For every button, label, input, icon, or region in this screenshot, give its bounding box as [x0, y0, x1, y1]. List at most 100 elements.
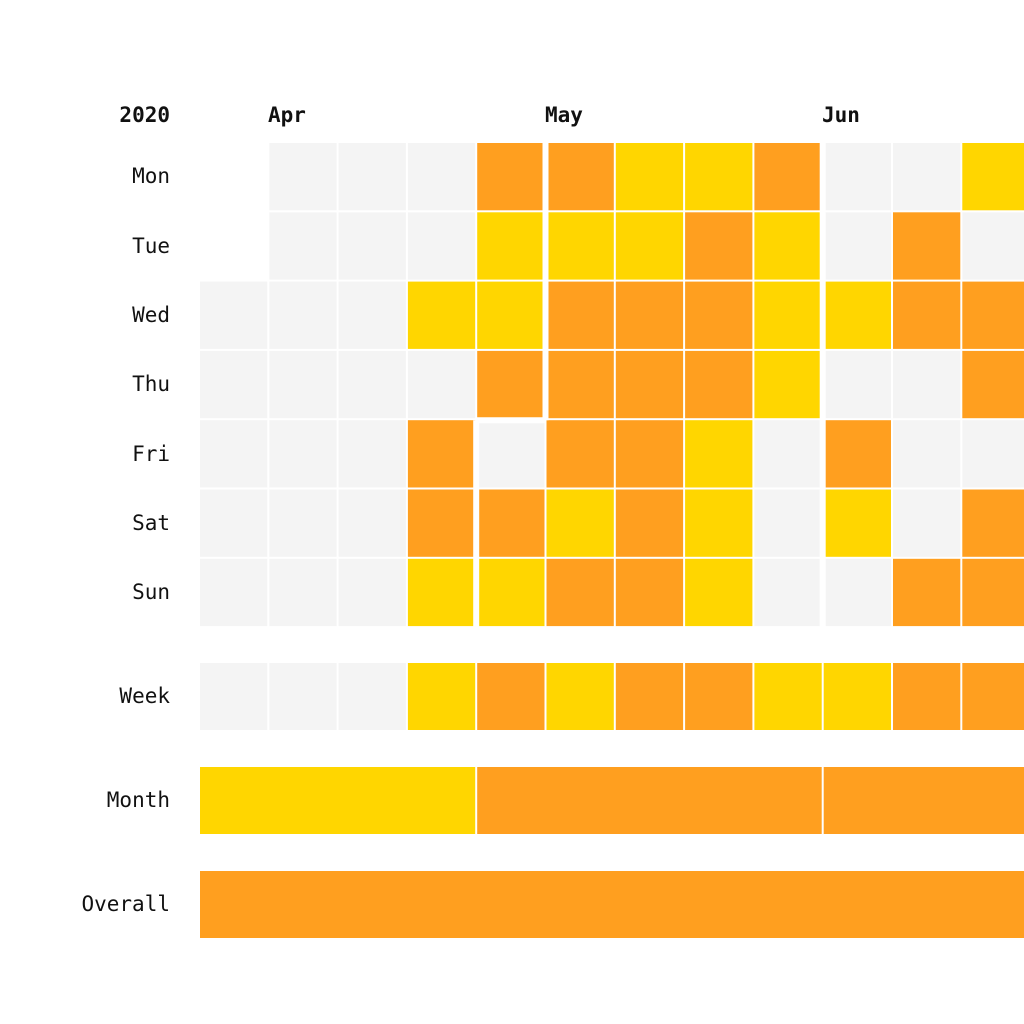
day-cell — [477, 281, 545, 349]
day-cell — [546, 489, 614, 557]
day-cell — [338, 212, 406, 280]
day-cell — [962, 350, 1024, 419]
day-cell — [962, 212, 1024, 280]
day-cell — [477, 489, 545, 557]
day-cell — [893, 558, 961, 627]
day-cell — [893, 143, 961, 211]
day-cell — [823, 489, 891, 557]
day-cell — [823, 558, 891, 627]
day-cell — [477, 143, 545, 211]
day-cell — [407, 489, 476, 557]
day-cell — [685, 281, 753, 349]
day-cell — [893, 281, 961, 349]
day-cell — [407, 420, 476, 488]
day-cell — [407, 281, 476, 349]
day-cell — [685, 489, 753, 557]
day-cell — [823, 420, 891, 488]
day-cell — [200, 420, 268, 488]
day-cell — [546, 420, 614, 488]
day-cell — [269, 212, 337, 280]
day-cell — [269, 350, 337, 419]
row-label-sun: Sun — [132, 580, 170, 604]
day-cell — [338, 489, 406, 557]
day-cell — [962, 420, 1024, 488]
week-cell — [546, 663, 614, 730]
row-label-fri: Fri — [132, 442, 170, 466]
month-cell — [477, 767, 822, 834]
day-cell — [685, 420, 753, 488]
day-cell — [615, 281, 684, 349]
week-cell — [200, 663, 268, 730]
day-cell — [338, 281, 406, 349]
day-cell — [269, 143, 337, 211]
day-cell — [615, 489, 684, 557]
day-cell — [685, 212, 753, 280]
month-label-apr: Apr — [268, 103, 306, 127]
day-cell — [893, 212, 961, 280]
day-cell — [685, 143, 753, 211]
day-cell — [269, 420, 337, 488]
row-label-week: Week — [119, 684, 170, 708]
day-cell — [893, 420, 961, 488]
day-cell — [477, 350, 545, 419]
row-label-thu: Thu — [132, 372, 170, 396]
day-cell — [685, 350, 753, 419]
month-cell — [823, 767, 1024, 834]
day-cell — [338, 420, 406, 488]
row-label-wed: Wed — [132, 303, 170, 327]
row-label-overall: Overall — [81, 892, 170, 916]
day-cell — [615, 350, 684, 419]
day-cell — [615, 558, 684, 627]
overall-cell — [200, 871, 1024, 938]
day-cell — [477, 420, 545, 488]
row-label-month: Month — [106, 788, 170, 812]
day-cell — [962, 489, 1024, 557]
week-cell — [685, 663, 753, 730]
day-cell — [754, 489, 822, 557]
row-label-sat: Sat — [132, 511, 170, 535]
week-cell — [477, 663, 545, 730]
day-cell — [407, 558, 476, 627]
day-cell — [823, 143, 891, 211]
row-label-mon: Mon — [132, 164, 170, 188]
day-cell — [269, 489, 337, 557]
day-cell — [962, 281, 1024, 349]
day-cell — [407, 212, 476, 280]
year-label: 2020 — [119, 103, 170, 127]
week-cell — [754, 663, 822, 730]
day-cell — [200, 489, 268, 557]
day-cell — [338, 143, 406, 211]
day-cell — [200, 558, 268, 627]
day-cell — [269, 281, 337, 349]
day-cell — [407, 350, 476, 419]
day-cell — [546, 281, 614, 349]
day-cell — [754, 558, 822, 627]
month-label-jun: Jun — [822, 103, 860, 127]
day-cell — [546, 350, 614, 419]
week-cell — [338, 663, 406, 730]
day-cell — [546, 212, 614, 280]
day-cell — [546, 143, 614, 211]
week-cell — [269, 663, 337, 730]
day-cell — [754, 350, 822, 419]
day-cell — [615, 420, 684, 488]
month-label-may: May — [545, 103, 583, 127]
day-cell — [200, 281, 268, 349]
day-cell — [754, 420, 822, 488]
week-cell — [407, 663, 476, 730]
day-cell — [477, 212, 545, 280]
day-cell — [823, 281, 891, 349]
week-cell — [893, 663, 961, 730]
week-cell — [823, 663, 891, 730]
month-cell — [200, 767, 476, 834]
day-cell — [200, 350, 268, 419]
day-cell — [685, 558, 753, 627]
day-cell — [338, 350, 406, 419]
day-cell — [754, 281, 822, 349]
day-cell — [615, 212, 684, 280]
day-cell — [962, 143, 1024, 211]
day-cell — [338, 558, 406, 627]
day-cell — [823, 350, 891, 419]
day-cell — [615, 143, 684, 211]
